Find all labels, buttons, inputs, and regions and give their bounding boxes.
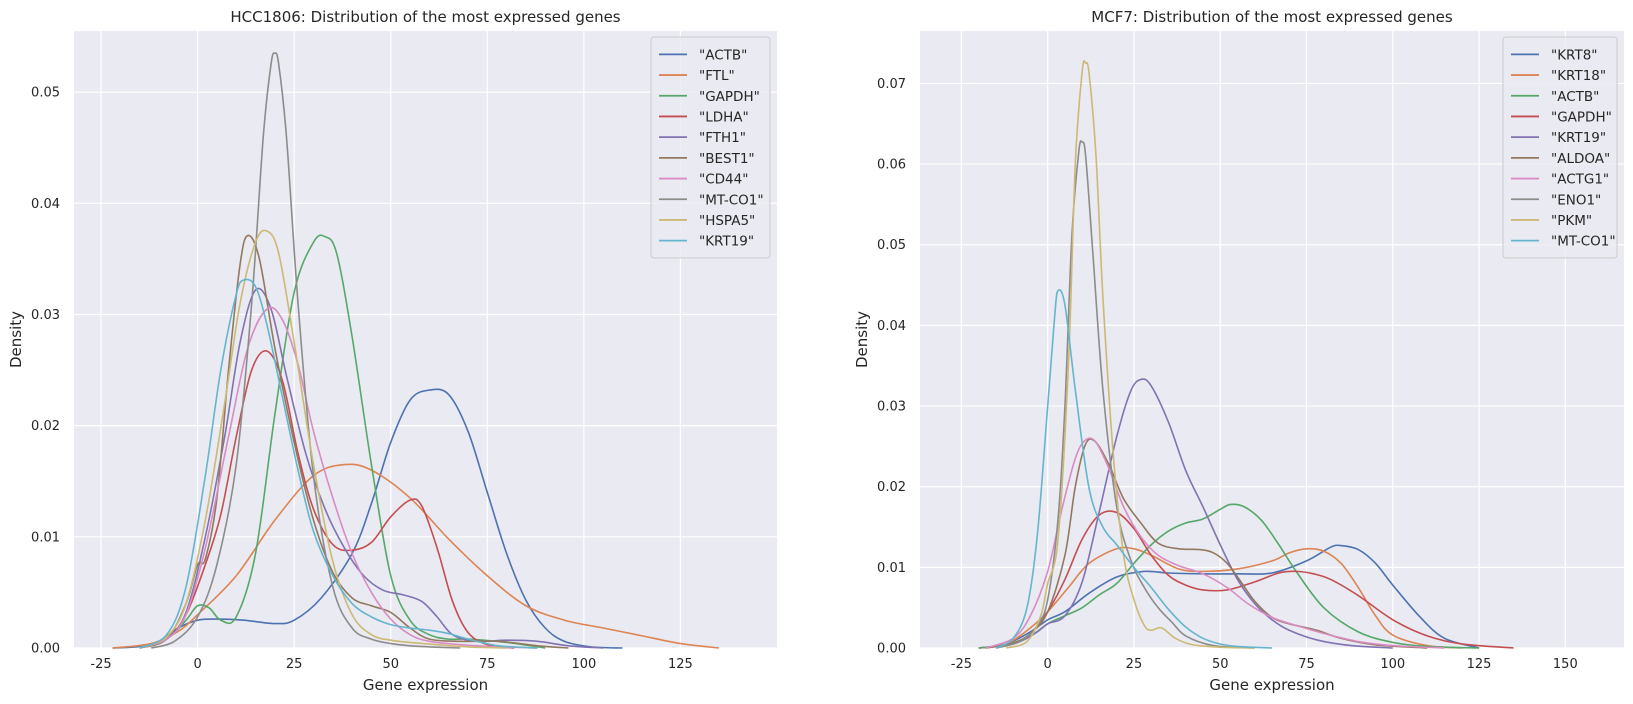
legend-label: "KRT8" [1551, 47, 1598, 63]
legend-label: "MT-CO1" [699, 192, 764, 208]
y-tick-label: 0.06 [877, 158, 906, 173]
legend-hcc1806: "ACTB" "FTL" "GAPDH" "LDHA" "FTH1" "BEST1" "CD… [650, 36, 771, 259]
y-tick-label: 0.01 [877, 561, 906, 576]
y-tick-label: 0.03 [31, 308, 60, 323]
legend-label: "FTL" [699, 68, 735, 84]
legend-label: "ENO1" [1551, 192, 1601, 208]
series-line-best1 [139, 234, 569, 649]
series-mcf7 [978, 60, 1514, 649]
series-line-actg1 [985, 437, 1445, 649]
x-tick-label: 75 [1298, 657, 1315, 672]
x-tick-label: 0 [1044, 657, 1052, 672]
legend-label: "LDHA" [699, 109, 749, 125]
chart-hcc1806: -25 0 25 50 75 100 125 0.000.010.020.030.040.0… [7, 8, 777, 694]
x-tick-label: -25 [951, 657, 972, 672]
series-line-krt8 [978, 544, 1480, 649]
legend-box [650, 36, 771, 259]
legend-label: "ACTB" [1551, 89, 1599, 105]
y-tick-label: 0.05 [31, 86, 60, 101]
y-ticks-hcc1806: 0.00 0.01 0.02 0.03 0.04 0.05 [31, 86, 60, 657]
y-tick-label: 0.02 [31, 419, 60, 434]
series-line-ftl [112, 463, 720, 649]
x-tick-label: 100 [571, 657, 596, 672]
y-tick-label: 0.00 [31, 642, 60, 657]
y-tick-label: 0.05 [877, 238, 906, 253]
legend-label: "KRT18" [1551, 68, 1606, 84]
series-line-krt19 [995, 378, 1393, 649]
x-tick-label: 150 [1553, 657, 1578, 672]
legend-label: "KRT19" [699, 234, 754, 250]
legend-label: "KRT19" [1551, 130, 1606, 146]
legend-label: "ACTG1" [1551, 172, 1609, 188]
y-tick-label: 0.00 [877, 642, 906, 657]
y-tick-label: 0.04 [877, 319, 906, 334]
series-line-pkm [1006, 60, 1255, 649]
legend-label: "MT-CO1" [1551, 234, 1616, 250]
legend-label: "HSPA5" [699, 213, 755, 229]
x-tick-label: 125 [668, 657, 693, 672]
x-tick-label: 25 [286, 657, 303, 672]
series-line-gapdh [139, 234, 546, 649]
series-line-mtco1 [995, 288, 1273, 649]
y-ticks-mcf7: 0.00 0.01 0.02 0.03 0.04 0.05 0.06 0.07 [877, 77, 906, 657]
x-axis-label-hcc1806: Gene expression [363, 676, 488, 694]
legend-label: "GAPDH" [1551, 109, 1612, 125]
y-tick-label: 0.04 [31, 197, 60, 212]
x-tick-label: 50 [382, 657, 399, 672]
series-line-gapdh [985, 510, 1514, 649]
series-line-krt19 [139, 278, 538, 649]
x-tick-label: 100 [1380, 657, 1405, 672]
y-tick-label: 0.07 [877, 77, 906, 92]
y-tick-label: 0.02 [877, 480, 906, 495]
legend-label: "BEST1" [699, 151, 755, 167]
legend-label: "ALDOA" [1551, 151, 1610, 167]
y-tick-label: 0.03 [877, 400, 906, 415]
x-tick-label: 75 [479, 657, 496, 672]
x-tick-label: 0 [193, 657, 201, 672]
chart-title-hcc1806: HCC1806: Distribution of the most expres… [230, 8, 620, 26]
series-line-cd44 [139, 306, 538, 649]
y-axis-label-hcc1806: Density [7, 311, 25, 368]
y-axis-label-mcf7: Density [853, 311, 871, 368]
x-axis-label-mcf7: Gene expression [1209, 676, 1334, 694]
series-line-mtco1 [151, 52, 461, 649]
chart-mcf7: -25 0 25 50 75 100 125 150 0.00 0.01 0.02 0.03 0.04… [853, 8, 1624, 694]
legend-label: "GAPDH" [699, 89, 760, 105]
legend-label: "ACTB" [699, 47, 747, 63]
x-ticks-hcc1806: -25 0 25 50 75 100 125 [90, 657, 692, 672]
x-tick-label: 25 [1126, 657, 1143, 672]
series-hcc1806 [112, 52, 720, 649]
legend-mcf7: "KRT8" "KRT18" "ACTB" "GAPDH" "KRT19" "ALDOA"… [1502, 36, 1618, 259]
legend-label: "FTH1" [699, 130, 746, 146]
series-line-hspa5 [139, 229, 507, 649]
x-tick-label: 50 [1212, 657, 1229, 672]
legend-label: "CD44" [699, 172, 748, 188]
legend-label: "PKM" [1551, 213, 1592, 229]
x-ticks-mcf7: -25 0 25 50 75 100 125 150 [951, 657, 1578, 672]
x-tick-label: -25 [90, 657, 111, 672]
y-tick-label: 0.01 [31, 530, 60, 545]
x-tick-label: 125 [1467, 657, 1492, 672]
chart-title-mcf7: MCF7: Distribution of the most expressed… [1091, 8, 1453, 26]
legend-box [1502, 36, 1618, 259]
